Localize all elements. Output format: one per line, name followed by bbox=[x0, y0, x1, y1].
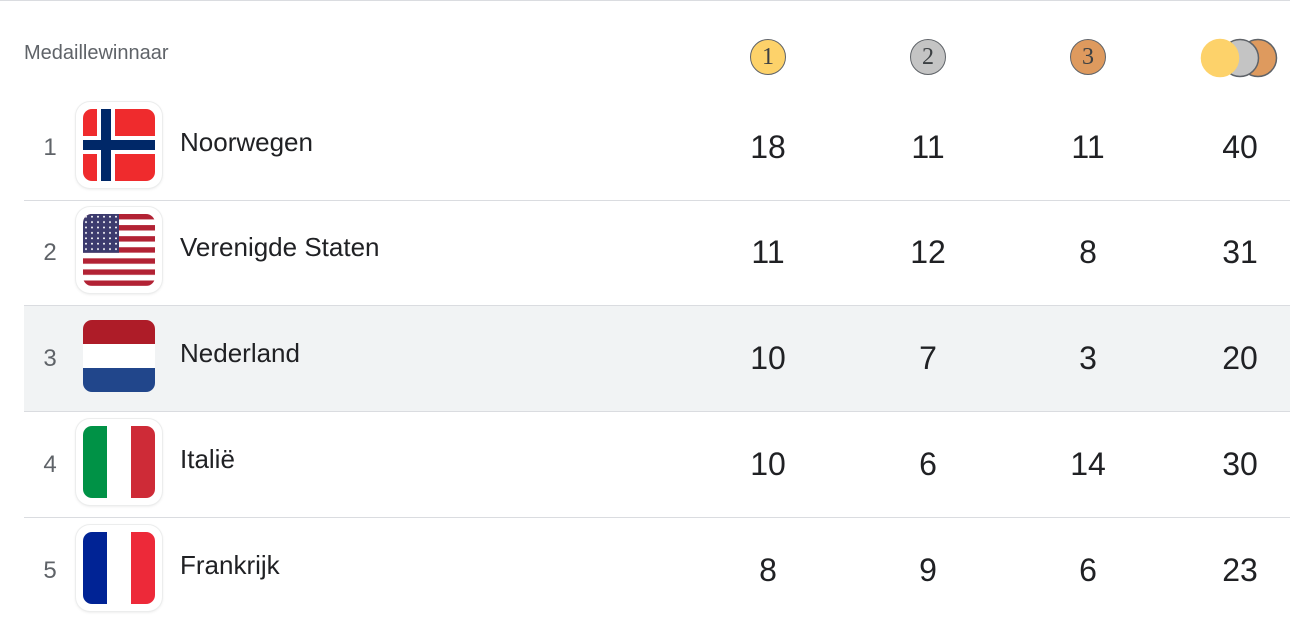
total-count: 40 bbox=[1222, 129, 1258, 165]
country-name: Verenigde Staten bbox=[180, 232, 380, 262]
total-count: 30 bbox=[1222, 446, 1258, 482]
total-count: 31 bbox=[1222, 234, 1258, 270]
silver-count: 9 bbox=[919, 552, 937, 588]
total-count: 20 bbox=[1222, 340, 1258, 376]
flag bbox=[83, 320, 155, 392]
bronze-count: 14 bbox=[1070, 446, 1106, 482]
flag-box bbox=[76, 207, 162, 293]
gold-count: 10 bbox=[750, 446, 786, 482]
gold-count: 8 bbox=[759, 552, 777, 588]
flag bbox=[83, 426, 155, 498]
gold-medal-icon: 1 bbox=[750, 39, 786, 75]
table-row[interactable]: 4 Italië 10 6 14 30 bbox=[24, 412, 1290, 518]
flag-box bbox=[76, 525, 162, 611]
rank: 1 bbox=[43, 134, 57, 161]
flag bbox=[83, 532, 155, 604]
table-row[interactable]: 3 Nederland 10 7 3 20 bbox=[24, 306, 1290, 412]
flag-box bbox=[76, 102, 162, 188]
country-name: Noorwegen bbox=[180, 127, 313, 157]
header-label: Medaillewinnaar bbox=[24, 42, 169, 64]
bronze-medal-icon: 3 bbox=[1070, 39, 1106, 75]
silver-count: 7 bbox=[919, 340, 937, 376]
gold-count: 11 bbox=[751, 234, 785, 270]
country-name: Italië bbox=[180, 444, 235, 474]
bronze-count: 11 bbox=[1071, 129, 1105, 165]
flag-box bbox=[76, 419, 162, 505]
table-row[interactable]: 1 Noorwegen 18 11 11 40 bbox=[24, 95, 1290, 201]
silver-count: 12 bbox=[910, 234, 946, 270]
rank: 3 bbox=[43, 345, 57, 372]
silver-count: 6 bbox=[919, 446, 937, 482]
rank: 4 bbox=[43, 451, 57, 478]
silver-count: 11 bbox=[911, 129, 945, 165]
table-row[interactable]: 5 Frankrijk 8 9 6 23 bbox=[24, 518, 1290, 618]
bronze-count: 6 bbox=[1079, 552, 1097, 588]
total-count: 23 bbox=[1222, 552, 1258, 588]
rank: 5 bbox=[43, 557, 57, 584]
top-border bbox=[0, 0, 1290, 1]
silver-medal-icon: 2 bbox=[910, 39, 946, 75]
rank: 2 bbox=[43, 239, 57, 266]
table-row[interactable]: 2 Verenigde Staten 11 12 8 31 bbox=[24, 200, 1290, 306]
flag bbox=[83, 109, 155, 181]
country-name: Frankrijk bbox=[180, 550, 280, 580]
gold-count: 18 bbox=[750, 129, 786, 165]
bronze-count: 8 bbox=[1079, 234, 1097, 270]
flag-box bbox=[76, 313, 162, 399]
flag bbox=[83, 214, 155, 286]
total-medals-icon bbox=[1200, 38, 1278, 78]
country-name: Nederland bbox=[180, 338, 300, 368]
gold-count: 10 bbox=[750, 340, 786, 376]
bronze-count: 3 bbox=[1079, 340, 1097, 376]
